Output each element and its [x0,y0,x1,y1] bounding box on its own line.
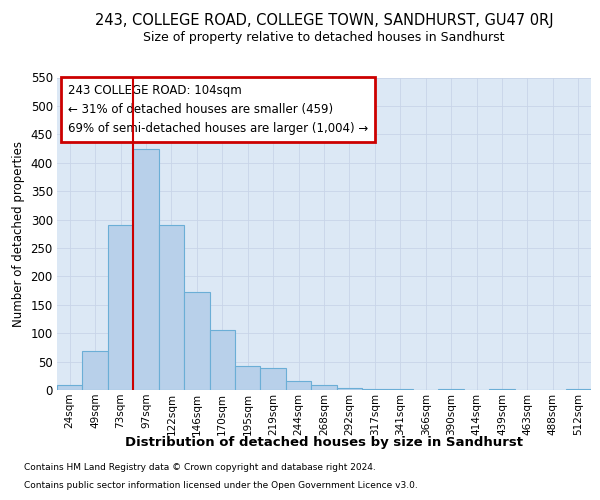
Text: Contains HM Land Registry data © Crown copyright and database right 2024.: Contains HM Land Registry data © Crown c… [24,464,376,472]
Bar [108,225,133,390]
Bar [133,148,159,390]
Y-axis label: Number of detached properties: Number of detached properties [12,141,25,327]
Bar [82,352,108,390]
Bar [286,382,311,390]
Bar [57,386,82,390]
Text: Distribution of detached houses by size in Sandhurst: Distribution of detached houses by size … [125,436,523,449]
Text: 243, COLLEGE ROAD, COLLEGE TOWN, SANDHURST, GU47 0RJ: 243, COLLEGE ROAD, COLLEGE TOWN, SANDHUR… [95,12,553,28]
Bar [439,389,464,390]
Text: Contains public sector information licensed under the Open Government Licence v3: Contains public sector information licen… [24,481,418,490]
Bar [184,292,209,390]
Bar [235,366,260,390]
Bar [311,386,337,390]
Text: 243 COLLEGE ROAD: 104sqm
← 31% of detached houses are smaller (459)
69% of semi-: 243 COLLEGE ROAD: 104sqm ← 31% of detach… [68,84,368,134]
Bar [260,368,286,390]
Bar [337,388,362,390]
Bar [362,389,388,390]
Text: Size of property relative to detached houses in Sandhurst: Size of property relative to detached ho… [143,31,505,44]
Bar [159,225,184,390]
Bar [566,389,591,390]
Bar [209,330,235,390]
